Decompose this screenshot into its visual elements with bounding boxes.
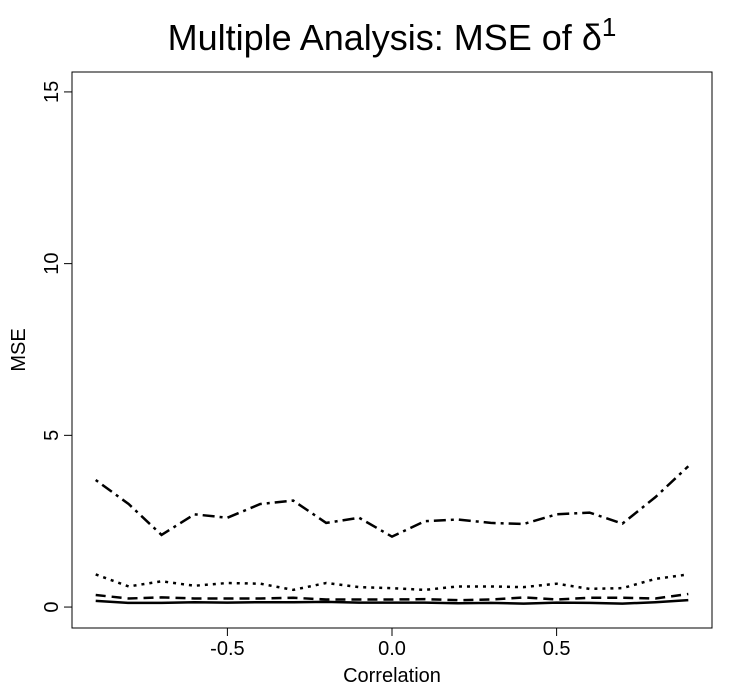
series-line — [95, 573, 689, 592]
y-tick-label: 10 — [41, 253, 63, 275]
series-line — [94, 465, 690, 539]
x-tick-label: 0.5 — [543, 638, 571, 660]
chart-title: Multiple Analysis: MSE of δ1 — [168, 12, 617, 58]
series-line — [95, 598, 689, 605]
plot-frame — [71, 71, 713, 629]
y-axis-label: MSE — [8, 328, 30, 371]
y-tick-label: 0 — [41, 601, 63, 612]
y-tick-label: 15 — [41, 81, 63, 103]
x-tick-label: -0.5 — [210, 638, 244, 660]
title-text: Multiple Analysis: MSE of δ — [168, 17, 602, 58]
x-tick-label: 0.0 — [378, 638, 406, 660]
title-superscript: 1 — [602, 12, 616, 42]
y-tick-label: 5 — [41, 430, 63, 441]
x-axis-label: Correlation — [343, 665, 441, 687]
series-line — [95, 592, 689, 602]
